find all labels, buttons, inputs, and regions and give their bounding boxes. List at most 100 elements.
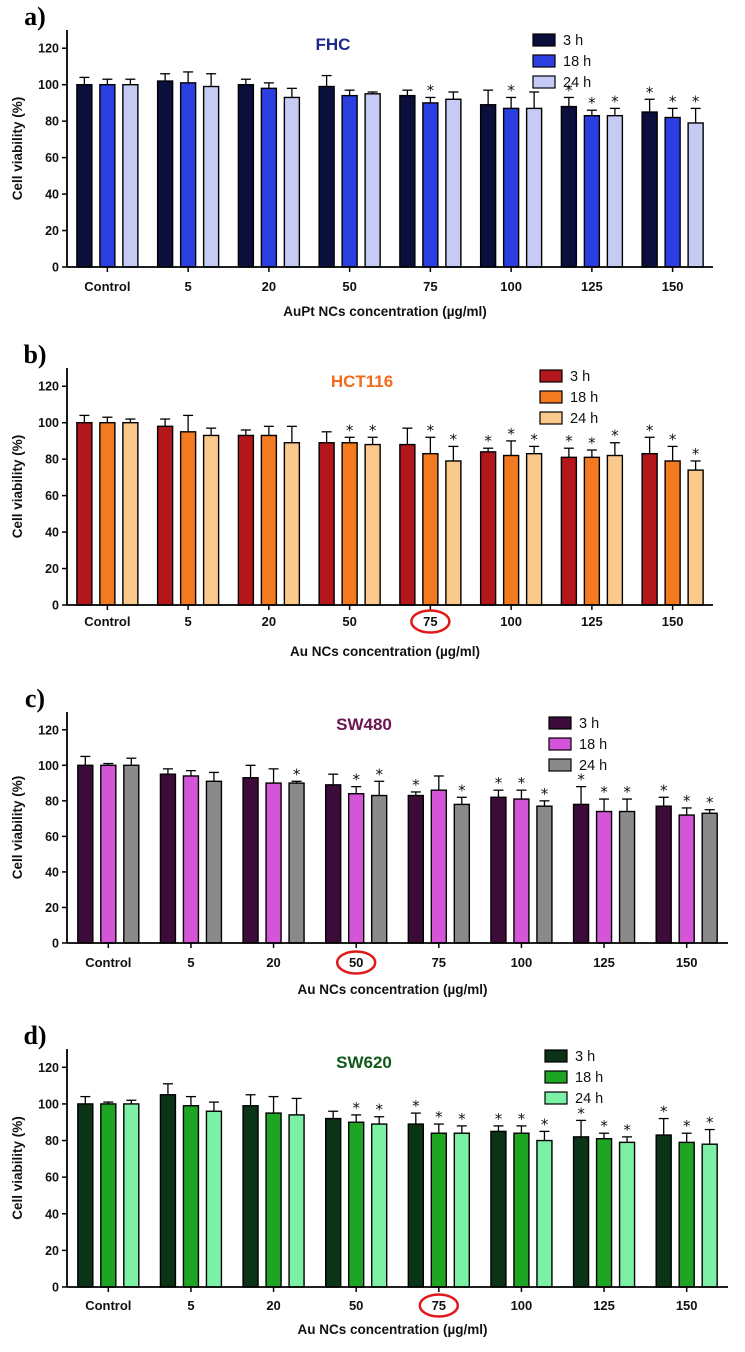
bar	[536, 805, 553, 944]
significance-marker: *	[646, 83, 654, 101]
y-tick-label: 100	[38, 416, 59, 430]
bar	[76, 421, 93, 606]
bar	[513, 798, 530, 944]
significance-marker: *	[646, 421, 654, 439]
legend-swatch	[532, 54, 556, 68]
bar	[156, 80, 174, 268]
bar	[122, 83, 139, 268]
significance-marker: *	[507, 425, 515, 443]
x-tick-label: 100	[511, 955, 533, 970]
significance-marker: *	[660, 1103, 668, 1121]
significance-marker: *	[623, 783, 631, 801]
bar	[641, 111, 658, 268]
bar	[407, 794, 425, 944]
y-tick-label: 100	[38, 1097, 59, 1111]
bar	[182, 775, 200, 944]
x-axis-label: Au NCs concentration (µg/ml)	[297, 982, 487, 997]
x-tick-label: 20	[262, 279, 276, 294]
bar	[123, 1103, 140, 1288]
significance-marker: *	[588, 94, 596, 112]
bar	[583, 114, 601, 268]
significance-marker: *	[458, 1110, 466, 1128]
bar	[502, 454, 520, 606]
x-axis-label: Au NCs concentration (µg/ml)	[297, 1322, 487, 1337]
bar	[179, 431, 197, 606]
bar	[341, 94, 358, 268]
legend-label: 18 h	[563, 54, 591, 70]
bar	[453, 1132, 471, 1288]
significance-marker: *	[352, 1099, 360, 1117]
legend-label: 18 h	[570, 390, 598, 406]
bar	[701, 812, 718, 944]
significance-marker: *	[427, 81, 435, 99]
bar	[76, 83, 93, 268]
x-tick-label: 150	[676, 955, 698, 970]
x-tick-label: 100	[511, 1298, 533, 1313]
bar	[202, 434, 220, 606]
legend-label: 3 h	[575, 1049, 595, 1065]
significance-marker: *	[623, 1121, 631, 1139]
bar	[583, 456, 601, 606]
bar	[490, 1130, 507, 1288]
significance-marker: *	[588, 434, 596, 452]
significance-marker: *	[565, 432, 573, 450]
bar	[156, 425, 174, 606]
bar	[479, 104, 497, 268]
significance-marker: *	[346, 421, 354, 439]
x-tick-label: 150	[676, 1298, 698, 1313]
legend-swatch	[539, 390, 563, 404]
y-tick-label: 100	[38, 78, 59, 92]
chart-panel-sw480: c) SW480 Cell viability (%) 0 20 40 60 80 100 120…	[10, 684, 728, 997]
bar	[100, 764, 117, 944]
x-tick-label: 125	[581, 279, 603, 294]
bar	[525, 452, 543, 606]
x-tick-label: 125	[593, 955, 615, 970]
legend-swatch	[548, 716, 572, 730]
y-tick-label: 0	[52, 599, 59, 613]
significance-marker: *	[683, 1117, 691, 1135]
bar	[560, 105, 578, 268]
legend: 3 h 18 h 24 h	[532, 33, 591, 91]
y-tick-label: 40	[45, 188, 59, 202]
bar	[641, 452, 658, 606]
bar	[430, 1132, 448, 1288]
bar	[453, 803, 471, 944]
bar	[595, 810, 613, 944]
y-tick-label: 120	[38, 1061, 59, 1075]
x-tick-label: 50	[349, 955, 363, 970]
x-tick-label: 20	[262, 614, 276, 629]
legend-label: 3 h	[570, 369, 590, 385]
bar	[678, 1141, 695, 1288]
bar	[260, 434, 278, 606]
x-tick-label: 20	[266, 955, 280, 970]
x-tick-label: 50	[342, 279, 356, 294]
bar	[77, 764, 94, 944]
significance-marker: *	[458, 781, 466, 799]
x-tick-label: 150	[662, 279, 684, 294]
bar	[242, 1105, 259, 1288]
x-tick-label: 5	[187, 955, 194, 970]
legend-swatch	[544, 1091, 568, 1105]
legend-label: 18 h	[575, 1070, 603, 1086]
y-tick-label: 20	[45, 562, 59, 576]
chart-title: FHC	[316, 35, 351, 54]
x-tick-label: Control	[85, 1298, 131, 1313]
x-tick-label: Control	[84, 614, 130, 629]
x-tick-label: 75	[432, 1298, 446, 1313]
significance-marker: *	[692, 445, 700, 463]
significance-marker: *	[692, 92, 700, 110]
significance-marker: *	[669, 430, 677, 448]
bar	[288, 782, 305, 944]
significance-marker: *	[507, 81, 515, 99]
x-tick-label: 125	[581, 614, 603, 629]
chart-title: HCT116	[331, 372, 393, 391]
legend-swatch	[544, 1049, 568, 1063]
x-tick-label: Control	[85, 955, 131, 970]
y-tick-label: 80	[45, 1134, 59, 1148]
legend-swatch	[532, 75, 556, 89]
panel-label: d)	[23, 1021, 46, 1050]
bar	[664, 116, 681, 268]
bar	[445, 460, 462, 606]
legend-swatch	[548, 737, 572, 751]
